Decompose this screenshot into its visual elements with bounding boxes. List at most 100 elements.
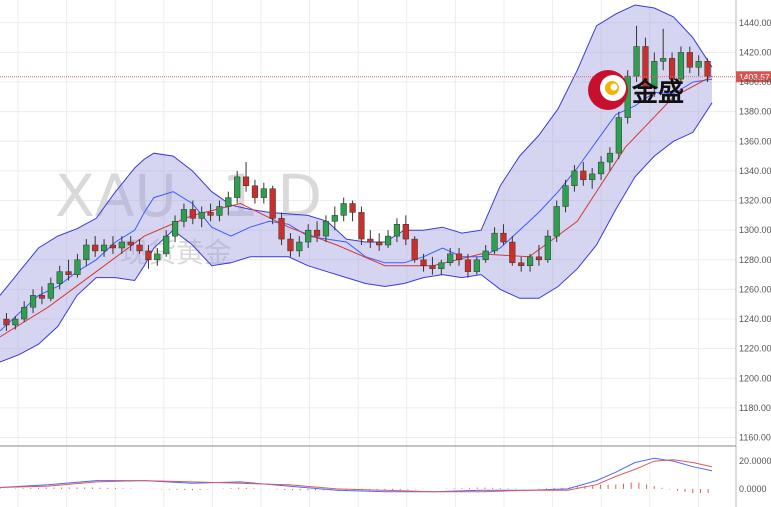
candle-body [331, 215, 338, 222]
candle-body [92, 244, 99, 252]
candle-body [562, 185, 569, 207]
indicator-tick-label: 0.0000 [739, 484, 767, 494]
bollinger-upper-line [0, 4, 713, 296]
watermark-subtitle: 现货黄金 [120, 236, 232, 269]
price-tick-label: 1340.00 [739, 166, 771, 176]
indicator-tick-label: 20.0000 [739, 456, 771, 466]
candle-body [571, 170, 578, 186]
candle-body [216, 206, 223, 216]
price-tick-label: 1360.00 [739, 136, 771, 146]
moving-average-line [0, 75, 713, 338]
candle-body [473, 259, 480, 272]
price-tick-label: 1160.00 [739, 433, 771, 443]
candle-body [100, 244, 108, 252]
candle-body [615, 117, 622, 154]
candle-body [544, 235, 551, 261]
candle-body [260, 188, 267, 198]
price-tick-label: 1300.00 [739, 225, 771, 235]
price-tick-label: 1380.00 [739, 107, 771, 117]
candle-body [305, 229, 312, 243]
candle-body [118, 241, 125, 249]
candle-body [633, 46, 640, 77]
price-tick-label: 1440.00 [739, 18, 771, 28]
price-axis: 1160.00 1180.00 1200.00 1220.00 1240.00 1260.… [739, 18, 771, 443]
candlesticks [3, 25, 711, 331]
candle-body [509, 241, 516, 264]
candle-body [322, 221, 330, 237]
candle-body [154, 253, 161, 261]
candle-body [367, 238, 374, 243]
candle-body [642, 46, 649, 89]
candle-body [553, 206, 560, 237]
grid [0, 0, 737, 507]
candle-body [447, 253, 454, 264]
price-tick-label: 1400.00 [739, 77, 771, 87]
candle-body [251, 185, 259, 198]
candle-body [145, 250, 152, 261]
indicator-axis: 20.0000 0.0000 [739, 456, 771, 494]
candle-body [429, 265, 436, 269]
candle-body [438, 262, 445, 269]
price-tick-label: 1280.00 [739, 255, 771, 265]
candle-body [12, 318, 19, 326]
candle-body [38, 295, 46, 299]
candle-body [242, 176, 250, 186]
candle-body [660, 58, 667, 62]
price-tick-label: 1240.00 [739, 314, 771, 324]
current-price-tag [736, 71, 771, 83]
candle-body [171, 221, 179, 237]
price-tick-label: 1180.00 [739, 403, 771, 413]
candle-body [704, 61, 711, 77]
price-tick-label: 1260.00 [739, 284, 771, 294]
candle-body [349, 203, 356, 213]
candle-body [518, 262, 525, 266]
candle-body [606, 152, 614, 163]
candle-body [234, 176, 241, 198]
candle-body [482, 250, 489, 261]
candle-body [198, 212, 205, 219]
candle-body [384, 235, 392, 246]
candle-body [207, 212, 214, 216]
candle-body [189, 209, 196, 219]
candle-body [163, 235, 170, 255]
candle-body [500, 232, 507, 243]
candle-body [686, 52, 693, 68]
candle-body [225, 197, 232, 207]
candle-body [340, 203, 347, 216]
candle-body [491, 232, 498, 252]
candle-body [464, 259, 472, 272]
candle-body [29, 295, 37, 308]
brand-logo: 金盛 [588, 70, 684, 110]
candle-body [695, 61, 702, 68]
candle-body [74, 259, 81, 275]
candle-body [180, 209, 188, 222]
candle-body [269, 188, 276, 219]
logo-coin-center-icon [610, 83, 618, 91]
candle-body [278, 218, 285, 240]
candle-body [313, 229, 321, 237]
candle-body [21, 306, 28, 320]
price-tick-label: 1200.00 [739, 373, 771, 383]
candle-body [127, 241, 134, 246]
candle-body [526, 256, 534, 266]
candle-body [109, 244, 117, 249]
candle-body [393, 224, 401, 237]
candle-body [411, 238, 418, 261]
brand-name: 金盛 [631, 77, 684, 108]
candle-body [83, 244, 90, 261]
macd-signal-line [0, 459, 713, 493]
candle-body [677, 52, 685, 80]
candle-body [287, 238, 294, 252]
candle-body [136, 244, 143, 252]
candle-body [358, 212, 365, 240]
candle-body [668, 58, 676, 80]
bollinger-lower-line [0, 102, 713, 363]
macd-indicator [0, 457, 713, 494]
candle-body [296, 241, 303, 252]
bollinger-fill [0, 5, 712, 362]
candle-body [3, 318, 10, 326]
candle-body [589, 173, 596, 181]
candle-body [376, 241, 383, 246]
price-tick-label: 1220.00 [739, 344, 771, 354]
